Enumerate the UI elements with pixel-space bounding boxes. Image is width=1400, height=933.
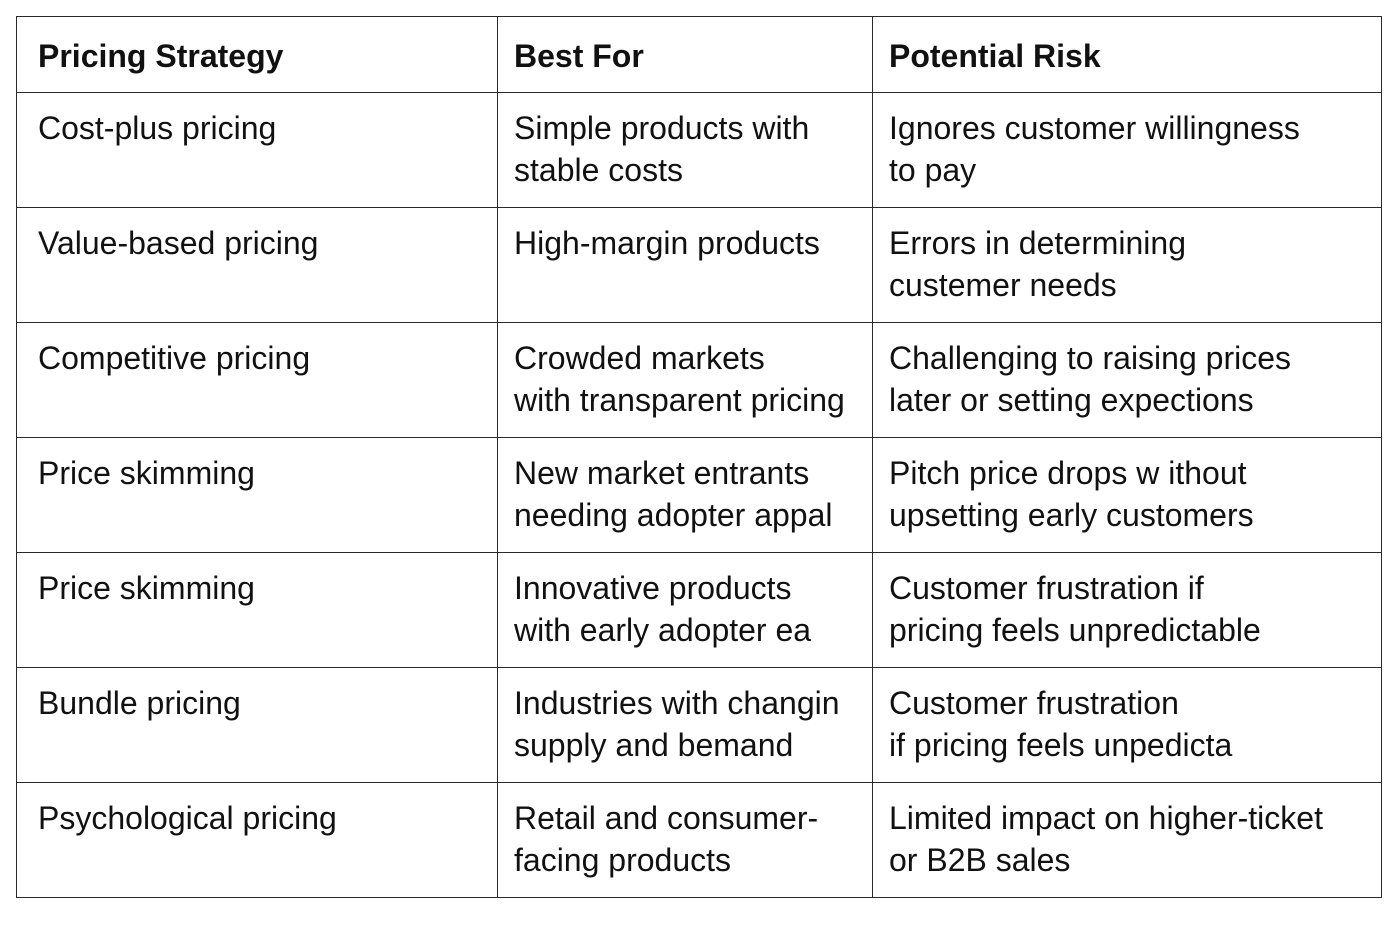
best-for-cell: High-margin products [497, 207, 873, 323]
risk-line: upsetting early customers [889, 497, 1254, 533]
table-row: Cost-plus pricing Simple products with s… [16, 92, 1382, 208]
risk-line: Limited impact on higher-ticket [889, 800, 1323, 836]
best-for-line: with early adopter ea [514, 612, 812, 648]
table-header-row: Pricing Strategy Best For Potential Risk [16, 16, 1382, 93]
best-for-line: High-margin products [514, 225, 820, 261]
table-row: Value-based pricing High-margin products… [16, 207, 1382, 323]
risk-cell: Challenging to raising prices later or s… [872, 322, 1382, 438]
risk-cell: Ignores customer willingness to pay [872, 92, 1382, 208]
header-potential-risk: Potential Risk [872, 16, 1382, 93]
best-for-cell: Crowded markets with transparent pricing [497, 322, 873, 438]
risk-line: Customer frustration [889, 685, 1179, 721]
risk-line: if pricing feels unpedicta [889, 727, 1233, 763]
best-for-line: supply and bemand [514, 727, 794, 763]
risk-line: Pitch price drops w ithout [889, 455, 1247, 491]
best-for-cell: Innovative products with early adopter e… [497, 552, 873, 668]
header-best-for: Best For [497, 16, 873, 93]
table-row: Price skimming Innovative products with … [16, 552, 1382, 668]
strategy-text: Cost-plus pricing [38, 110, 277, 146]
risk-line: pricing feels unpredictable [889, 612, 1261, 648]
strategy-text: Price skimming [38, 455, 255, 491]
best-for-line: Industries with changin [514, 685, 840, 721]
risk-line: Challenging to raising prices [889, 340, 1291, 376]
risk-line: or B2B sales [889, 842, 1071, 878]
risk-line: later or setting expections [889, 382, 1254, 418]
header-pricing-strategy: Pricing Strategy [16, 16, 498, 93]
strategy-cell: Price skimming [16, 552, 498, 668]
best-for-line: facing products [514, 842, 732, 878]
risk-line: custemer needs [889, 267, 1117, 303]
risk-cell: Limited impact on higher-ticket or B2B s… [872, 782, 1382, 898]
strategy-text: Psychological pricing [38, 800, 337, 836]
table-row: Bundle pricing Industries with changin s… [16, 667, 1382, 783]
risk-line: Errors in determining [889, 225, 1186, 261]
best-for-line: Retail and consumer- [514, 800, 819, 836]
best-for-cell: New market entrants needing adopter appa… [497, 437, 873, 553]
best-for-cell: Retail and consumer- facing products [497, 782, 873, 898]
strategy-text: Bundle pricing [38, 685, 241, 721]
pricing-strategy-table: Pricing Strategy Best For Potential Risk… [16, 16, 1382, 898]
risk-cell: Customer frustration if pricing feels un… [872, 552, 1382, 668]
risk-cell: Customer frustration if pricing feels un… [872, 667, 1382, 783]
strategy-cell: Psychological pricing [16, 782, 498, 898]
best-for-line: Innovative products [514, 570, 792, 606]
risk-line: to pay [889, 152, 977, 188]
strategy-cell: Competitive pricing [16, 322, 498, 438]
strategy-text: Value-based pricing [38, 225, 319, 261]
table-row: Competitive pricing Crowded markets with… [16, 322, 1382, 438]
risk-cell: Pitch price drops w ithout upsetting ear… [872, 437, 1382, 553]
table-row: Price skimming New market entrants needi… [16, 437, 1382, 553]
risk-cell: Errors in determining custemer needs [872, 207, 1382, 323]
best-for-cell: Industries with changin supply and beman… [497, 667, 873, 783]
best-for-line: stable costs [514, 152, 683, 188]
risk-line: Customer frustration if [889, 570, 1204, 606]
strategy-cell: Bundle pricing [16, 667, 498, 783]
best-for-cell: Simple products with stable costs [497, 92, 873, 208]
best-for-line: with transparent pricing [514, 382, 845, 418]
risk-line: Ignores customer willingness [889, 110, 1300, 146]
best-for-line: Crowded markets [514, 340, 765, 376]
strategy-cell: Cost-plus pricing [16, 92, 498, 208]
best-for-line: Simple products with [514, 110, 810, 146]
table-row: Psychological pricing Retail and consume… [16, 782, 1382, 898]
best-for-line: needing adopter appal [514, 497, 833, 533]
strategy-text: Price skimming [38, 570, 255, 606]
best-for-line: New market entrants [514, 455, 810, 491]
strategy-text: Competitive pricing [38, 340, 311, 376]
pricing-strategy-table-container: Pricing Strategy Best For Potential Risk… [16, 16, 1382, 898]
strategy-cell: Price skimming [16, 437, 498, 553]
strategy-cell: Value-based pricing [16, 207, 498, 323]
